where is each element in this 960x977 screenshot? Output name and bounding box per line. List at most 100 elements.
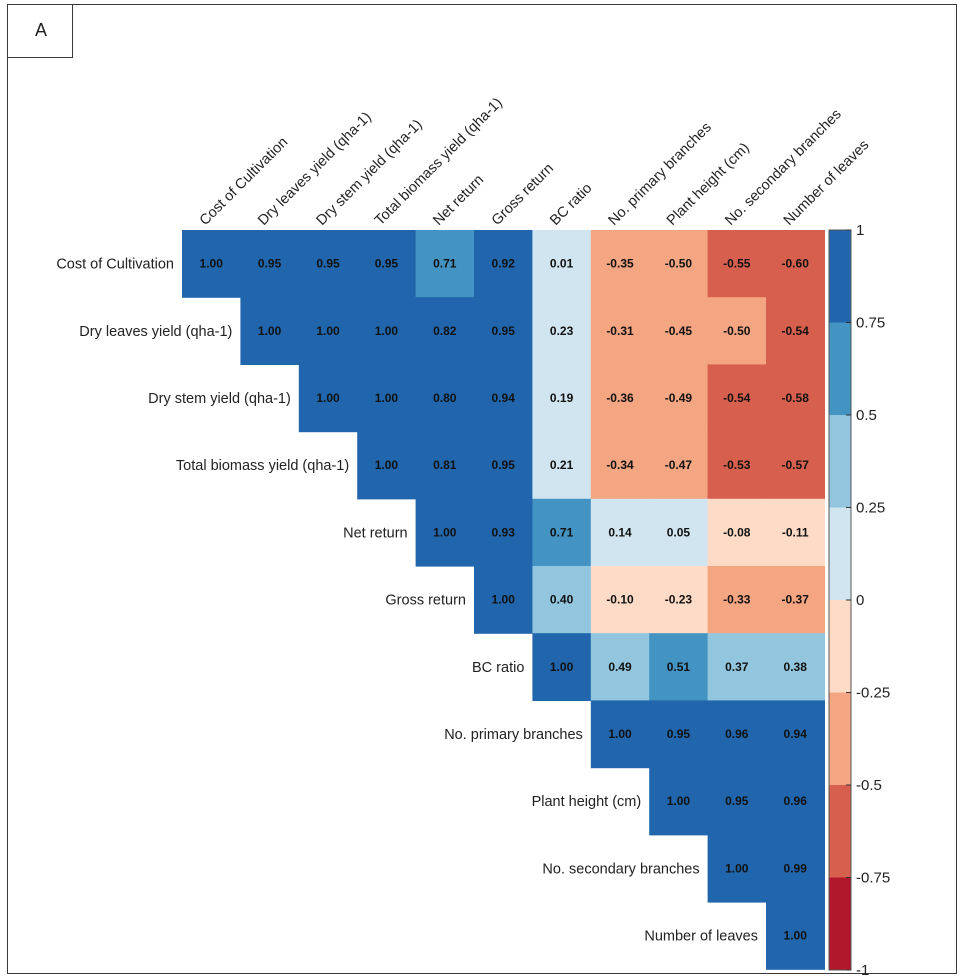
- row-label: Net return: [343, 525, 407, 541]
- heatmap-cell: [707, 364, 767, 433]
- heatmap-cell: [766, 431, 825, 500]
- color-legend: 1 0.75 0.5 0.25 0 -0.25 -0.5 -0.75 -1: [828, 222, 890, 977]
- heatmap-cell: [590, 700, 650, 769]
- heatmap-cell: [532, 431, 592, 500]
- row-label: Dry stem yield (qha-1): [148, 391, 291, 407]
- heatmap-cell: [474, 498, 533, 567]
- row-label: Cost of Cultivation: [56, 257, 174, 273]
- heatmap-cell: [182, 230, 241, 298]
- row-labels: Cost of Cultivation Dry leaves yield (qha…: [56, 257, 758, 945]
- cell-value-label: 0.51: [667, 660, 691, 674]
- heatmap-cell: [357, 364, 417, 433]
- legend-color-bin: [829, 600, 851, 693]
- cell-value-label: 0.94: [492, 391, 516, 405]
- heatmap-cell: [415, 364, 475, 433]
- cell-value-label: 0.94: [784, 727, 808, 741]
- cell-value-label: -0.31: [606, 324, 634, 338]
- cell-value-label: -0.23: [665, 593, 693, 607]
- cell-value-label: 0.05: [667, 525, 691, 539]
- legend-color-bin: [829, 877, 851, 971]
- cell-value-label: 0.95: [492, 458, 516, 472]
- cell-value-label: 0.95: [492, 324, 516, 338]
- heatmap-cell: [766, 700, 825, 769]
- cell-value-label: -0.53: [723, 458, 751, 472]
- heatmap-cell: [415, 498, 475, 567]
- cell-value-label: 0.40: [550, 593, 574, 607]
- heatmap-cell: [415, 431, 475, 500]
- cell-value-label: 0.95: [316, 257, 340, 271]
- cell-value-label: 0.95: [258, 257, 282, 271]
- cell-value-label: 0.71: [433, 257, 457, 271]
- heatmap-cell: [532, 498, 592, 567]
- row-label: Plant height (cm): [532, 794, 642, 810]
- cell-value-label: -0.35: [606, 257, 634, 271]
- heatmap-cell: [766, 498, 825, 567]
- cell-value-label: 1.00: [375, 391, 399, 405]
- cell-value-label: 0.95: [725, 794, 749, 808]
- legend-tick-label: 0: [856, 592, 864, 609]
- heatmap-cell: [707, 498, 767, 567]
- cell-value-label: 1.00: [667, 794, 691, 808]
- heatmap-cell: [707, 297, 767, 365]
- cell-value-label: -0.36: [606, 391, 634, 405]
- legend-tick-label: 0.75: [856, 315, 885, 332]
- column-label: Net return: [430, 172, 487, 229]
- legend-tick-label: 1: [856, 222, 864, 239]
- heatmap-cell: [707, 700, 767, 769]
- heatmap-cell: [357, 431, 417, 500]
- cell-value-label: 0.21: [550, 458, 574, 472]
- heatmap-cell: [707, 431, 767, 500]
- heatmap-cell: [766, 566, 825, 634]
- row-label: No. primary branches: [444, 727, 583, 743]
- heatmap-cell: [707, 230, 767, 298]
- heatmap-cell: [707, 767, 767, 836]
- cell-value-label: -0.45: [665, 324, 693, 338]
- column-label: Gross return: [489, 161, 557, 229]
- cell-value-label: -0.54: [723, 391, 751, 405]
- heatmap-cell: [766, 297, 825, 365]
- cell-value-label: 0.95: [375, 257, 399, 271]
- cell-value-label: -0.60: [782, 257, 810, 271]
- cell-value-label: -0.08: [723, 525, 751, 539]
- cell-value-label: -0.37: [782, 593, 810, 607]
- row-label: Gross return: [385, 593, 466, 609]
- cell-value-label: 0.71: [550, 525, 574, 539]
- cell-value-label: 0.93: [492, 525, 516, 539]
- heatmap-cell: [357, 230, 417, 298]
- heatmap-cell: [474, 297, 533, 365]
- legend-color-bin: [829, 692, 851, 786]
- heatmap-cell: [707, 834, 767, 903]
- column-label: No. secondary branches: [722, 106, 844, 228]
- heatmap-cell: [649, 767, 709, 836]
- cell-value-label: 1.00: [316, 324, 340, 338]
- heatmap-cell: [590, 297, 650, 365]
- heatmap-cell: [649, 498, 709, 567]
- cell-value-label: 0.96: [784, 794, 808, 808]
- column-label: BC ratio: [547, 180, 595, 228]
- heatmap-cell: [766, 633, 825, 701]
- heatmap-cell: [240, 297, 300, 365]
- cell-value-label: -0.55: [723, 257, 751, 271]
- legend-color-bin: [829, 322, 851, 416]
- heatmap-cell: [649, 633, 709, 701]
- cell-value-label: 0.37: [725, 660, 749, 674]
- cell-value-label: 1.00: [375, 458, 399, 472]
- legend-tick-label: 0.5: [856, 407, 877, 424]
- heatmap-cell: [590, 633, 650, 701]
- heatmap-cell: [298, 297, 358, 365]
- cell-value-label: -0.49: [665, 391, 693, 405]
- legend-color-bin: [829, 230, 851, 323]
- heatmap-cell: [474, 431, 533, 500]
- heatmap-cell: [649, 297, 709, 365]
- heatmap-cell: [474, 364, 533, 433]
- heatmap-cell: [357, 297, 417, 365]
- cell-value-label: 1.00: [608, 727, 632, 741]
- cell-value-label: 0.82: [433, 324, 457, 338]
- panel-label: A: [7, 4, 73, 58]
- legend-tick-label: -0.25: [856, 685, 890, 702]
- row-label: Number of leaves: [644, 929, 758, 945]
- heatmap-cell: [649, 566, 709, 634]
- cell-value-label: 1.00: [550, 660, 574, 674]
- row-label: Total biomass yield (qha-1): [176, 458, 349, 474]
